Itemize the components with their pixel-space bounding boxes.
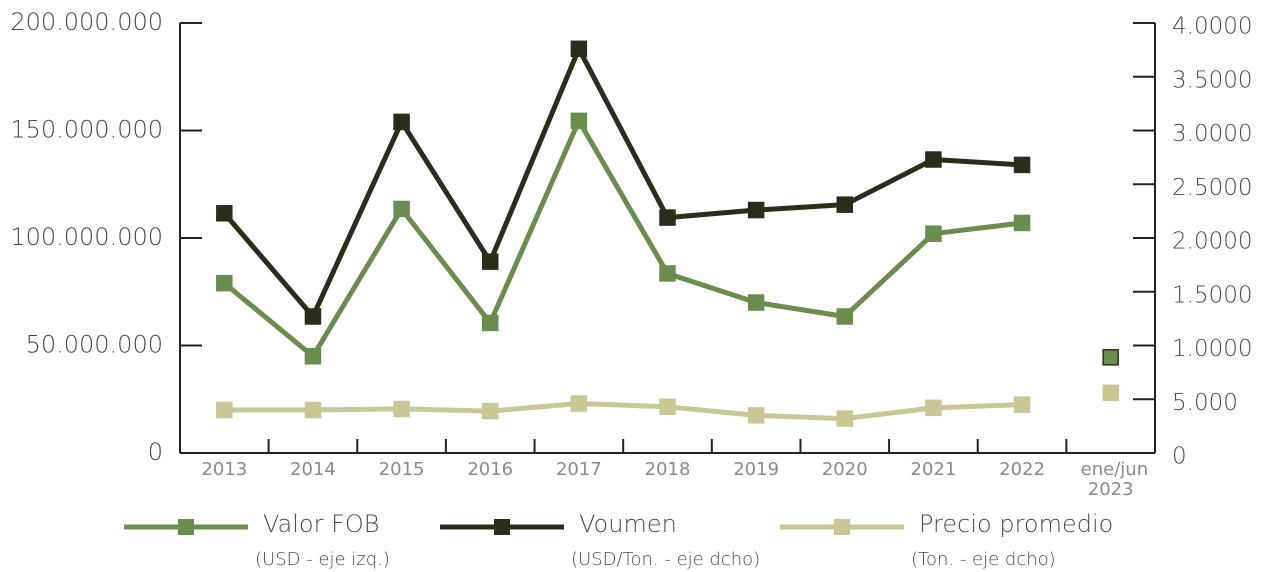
x-tick-label: ene/jun 2023 [1080, 459, 1149, 500]
series-marker [1102, 384, 1119, 402]
series-marker [570, 395, 588, 412]
series-marker [925, 399, 942, 417]
x-tick-label: 2016 [467, 459, 514, 480]
series-marker [1013, 396, 1031, 413]
y2-tick-label: 1.0000 [1172, 336, 1252, 362]
series-marker [1013, 214, 1031, 232]
x-tick-label: 2017 [555, 459, 602, 480]
series-marker [747, 201, 765, 219]
x-tick-label: 2018 [644, 459, 691, 480]
series-marker [481, 314, 499, 332]
series-marker [1102, 349, 1119, 366]
legend-marker [494, 519, 510, 535]
series-marker [659, 209, 676, 226]
y-tick-label: 100.000.000 [10, 223, 163, 251]
legend-unit: (USD/Ton. - eje dcho) [571, 549, 760, 570]
series-marker [836, 308, 854, 325]
legend-unit: (Ton. - eje dcho) [911, 549, 1056, 570]
series-marker [836, 196, 854, 213]
series-line [222, 118, 1023, 359]
series-line [222, 46, 1023, 319]
series-marker [570, 112, 588, 130]
x-tick-label: 2019 [733, 459, 780, 480]
series-marker [393, 200, 410, 218]
series-marker [216, 205, 233, 222]
series-marker [925, 225, 942, 242]
series-marker [1013, 156, 1031, 174]
legend-marker [834, 519, 850, 535]
y-tick-label: 50.000.000 [26, 331, 163, 359]
x-tick-label: 2015 [378, 459, 425, 480]
series-marker [481, 253, 499, 270]
series-marker [304, 401, 322, 419]
series-marker [304, 348, 322, 365]
series-marker [304, 308, 322, 325]
series-marker [481, 402, 499, 420]
legend-marker [178, 519, 194, 535]
x-tick-label: 2022 [999, 459, 1045, 480]
series-marker [836, 410, 854, 427]
y2-tick-label: 5.000 [1172, 390, 1238, 416]
y-tick-label: 0 [148, 438, 163, 466]
series-marker [393, 113, 410, 131]
x-tick-label: 2020 [821, 459, 868, 480]
series-marker [216, 274, 233, 292]
series-line [224, 401, 1023, 422]
x-tick-label: 2014 [290, 459, 336, 480]
series-marker [216, 401, 233, 419]
legend-label: Voumen [579, 510, 677, 538]
y-tick-label: 150.000.000 [10, 116, 163, 144]
series-marker [393, 400, 410, 418]
y-tick-label: 200.000.000 [10, 8, 163, 36]
y2-tick-label: 3.0000 [1172, 121, 1252, 147]
series-marker [570, 40, 588, 58]
legend-unit: (USD - eje izq.) [255, 549, 390, 570]
legend-label: Precio promedio [919, 510, 1113, 538]
series-marker [659, 265, 676, 282]
legend-label: Valor FOB [263, 510, 380, 538]
series-marker [925, 151, 942, 168]
series-marker [747, 294, 765, 311]
series-marker [659, 398, 676, 416]
x-tick-label: 2013 [201, 459, 248, 480]
y2-tick-label: 2.0000 [1172, 229, 1252, 255]
y2-tick-label: 2.5000 [1172, 175, 1252, 201]
y2-tick-label: 0 [1172, 444, 1187, 470]
y2-tick-label: 3.5000 [1172, 67, 1252, 93]
series-marker [747, 407, 765, 424]
x-tick-label: 2021 [910, 459, 957, 480]
y2-tick-label: 1.5000 [1172, 282, 1252, 308]
y2-tick-label: 4.0000 [1172, 14, 1252, 40]
